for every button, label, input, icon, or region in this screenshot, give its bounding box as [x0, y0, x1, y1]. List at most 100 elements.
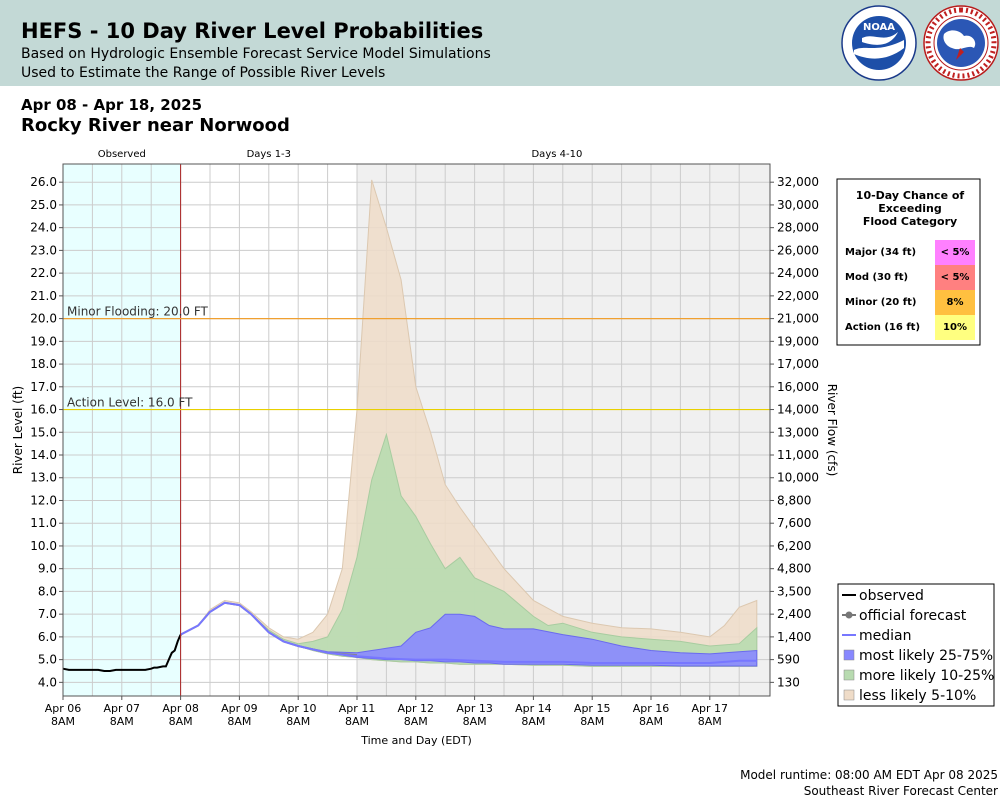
x-tick-label: Apr 12 [398, 702, 435, 715]
x-tick-label-time: 8AM [51, 715, 75, 728]
y2-tick-label: 590 [777, 653, 800, 667]
y-tick-label: 13.0 [30, 471, 57, 485]
page-title: HEFS - 10 Day River Level Probabilities [21, 19, 484, 43]
legend-label: more likely 10-25% [859, 668, 994, 684]
x-tick-label: Apr 09 [221, 702, 258, 715]
nws-logo[interactable] [922, 4, 1000, 82]
header-banner: HEFS - 10 Day River Level Probabilities … [0, 0, 1000, 86]
y-tick-label: 19.0 [30, 334, 57, 348]
y-tick-label: 23.0 [30, 243, 57, 257]
legend-swatch [843, 669, 855, 681]
y-tick-label: 25.0 [30, 198, 57, 212]
y2-tick-label: 26,000 [777, 243, 819, 257]
x-tick-label-time: 8AM [639, 715, 663, 728]
y-tick-label: 16.0 [30, 403, 57, 417]
y2-tick-label: 10,000 [777, 471, 819, 485]
x-tick-label-time: 8AM [169, 715, 193, 728]
section-label: Days 4-10 [531, 149, 582, 160]
noaa-logo[interactable]: NOAA [840, 4, 918, 82]
y2-tick-label: 22,000 [777, 289, 819, 303]
section-label: Days 1-3 [247, 149, 291, 160]
y-tick-label: 15.0 [30, 425, 57, 439]
flood-table-title: Flood Category [863, 215, 957, 228]
y2-tick-label: 17,000 [777, 357, 819, 371]
x-tick-label: Apr 10 [280, 702, 317, 715]
y2-tick-label: 3,500 [777, 584, 811, 598]
x-tick-label: Apr 14 [515, 702, 552, 715]
y-tick-label: 6.0 [38, 630, 57, 644]
y2-tick-label: 32,000 [777, 175, 819, 189]
flood-row-label: Minor (20 ft) [845, 297, 916, 308]
y-tick-label: 12.0 [30, 493, 57, 507]
x-tick-label: Apr 11 [339, 702, 376, 715]
legend-box [837, 583, 995, 707]
flood-table-title: Exceeding [878, 202, 941, 215]
y-tick-label: 24.0 [30, 221, 57, 235]
y-tick-label: 26.0 [30, 175, 57, 189]
x-tick-label-time: 8AM [345, 715, 369, 728]
flood-row-value: < 5% [941, 247, 970, 258]
section-label: Observed [98, 149, 146, 160]
y2-tick-label: 21,000 [777, 312, 819, 326]
legend-label: official forecast [859, 608, 967, 624]
page-subtitle-1: Based on Hydrologic Ensemble Forecast Se… [21, 46, 491, 62]
y-tick-label: 18.0 [30, 357, 57, 371]
x-tick-label-time: 8AM [227, 715, 251, 728]
x-tick-label: Apr 16 [633, 702, 670, 715]
legend-label: less likely 5-10% [859, 688, 976, 704]
flood-row-swatch [935, 240, 975, 265]
y-tick-label: 14.0 [30, 448, 57, 462]
flood-table-title: 10-Day Chance of [856, 189, 965, 202]
y-tick-label: 7.0 [38, 607, 57, 621]
y2-axis-title: River Flow (cfs) [825, 384, 839, 477]
page-subtitle-2: Used to Estimate the Range of Possible R… [21, 65, 386, 81]
y2-tick-label: 24,000 [777, 266, 819, 280]
plot-frame [62, 163, 771, 697]
y-tick-label: 8.0 [38, 584, 57, 598]
flood-row-label: Mod (30 ft) [845, 272, 908, 283]
flood-row-label: Action (16 ft) [845, 322, 920, 333]
y-tick-label: 22.0 [30, 266, 57, 280]
x-tick-label-time: 8AM [521, 715, 545, 728]
x-tick-label: Apr 06 [45, 702, 82, 715]
x-tick-label-time: 8AM [286, 715, 310, 728]
y2-tick-label: 7,600 [777, 516, 811, 530]
flood-row-swatch [935, 315, 975, 340]
y2-tick-label: 1,400 [777, 630, 811, 644]
y2-tick-label: 11,000 [777, 448, 819, 462]
y-tick-label: 21.0 [30, 289, 57, 303]
x-tick-label-time: 8AM [404, 715, 428, 728]
x-tick-label-time: 8AM [463, 715, 487, 728]
legend-swatch [843, 689, 855, 701]
model-runtime: Model runtime: 08:00 AM EDT Apr 08 2025 [740, 768, 998, 782]
y2-tick-label: 4,800 [777, 562, 811, 576]
legend-label: most likely 25-75% [859, 648, 993, 664]
y-tick-label: 4.0 [38, 675, 57, 689]
x-tick-label: Apr 08 [162, 702, 199, 715]
forecast-center: Southeast River Forecast Center [803, 784, 998, 798]
flood-row-label: Major (34 ft) [845, 247, 916, 258]
x-tick-label: Apr 07 [104, 702, 141, 715]
y2-tick-label: 28,000 [777, 221, 819, 235]
y2-tick-label: 6,200 [777, 539, 811, 553]
y2-tick-label: 30,000 [777, 198, 819, 212]
y-axis-title: River Level (ft) [11, 386, 25, 474]
x-tick-label: Apr 13 [456, 702, 493, 715]
flood-row-value: 8% [947, 297, 964, 308]
date-range: Apr 08 - Apr 18, 2025 [21, 96, 203, 114]
flood-row-value: < 5% [941, 272, 970, 283]
flood-row-value: 10% [943, 322, 967, 333]
observed-line [62, 634, 182, 672]
x-tick-label: Apr 15 [574, 702, 611, 715]
legend-label: median [859, 628, 911, 644]
x-tick-label-time: 8AM [698, 715, 722, 728]
noaa-logo-text: NOAA [863, 22, 895, 33]
x-axis-title: Time and Day (EDT) [360, 734, 472, 747]
x-tick-label-time: 8AM [580, 715, 604, 728]
y2-tick-label: 14,000 [777, 403, 819, 417]
legend-swatch [843, 649, 855, 661]
y2-tick-label: 13,000 [777, 425, 819, 439]
y2-tick-label: 2,400 [777, 607, 811, 621]
y-tick-label: 9.0 [38, 562, 57, 576]
